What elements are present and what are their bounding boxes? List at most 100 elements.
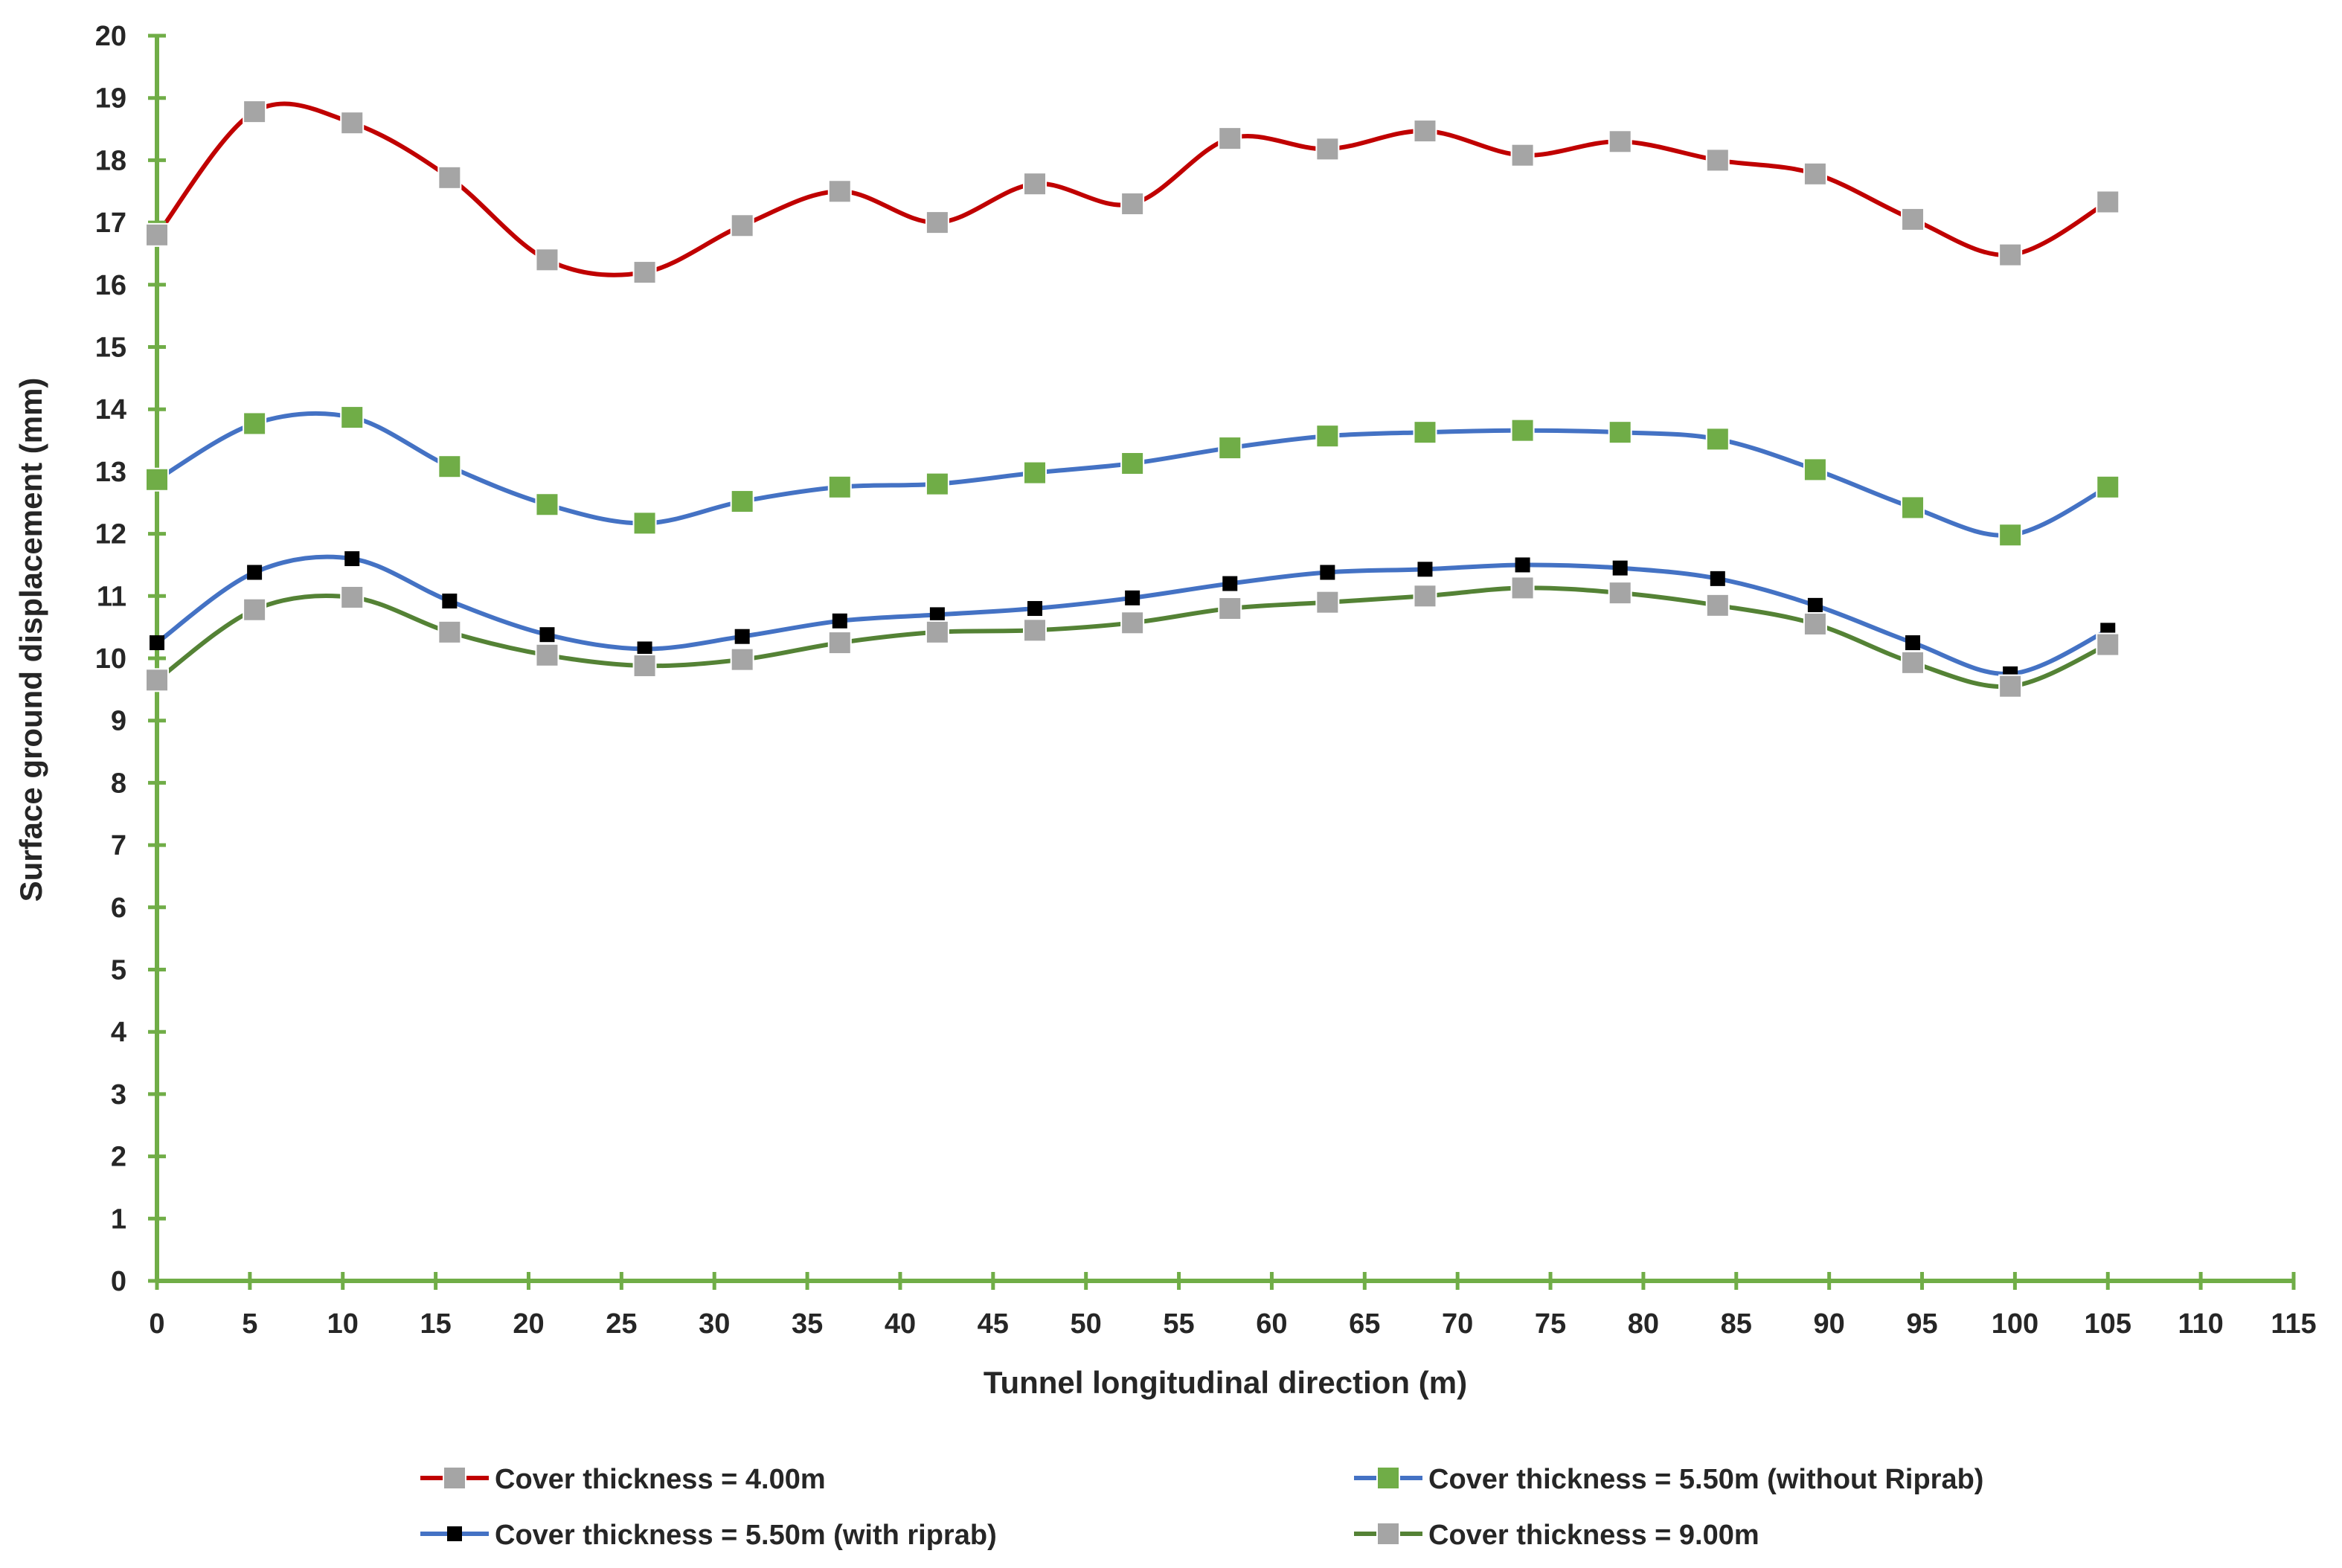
data-point-series-1 [1218,126,1242,151]
data-point-series-3 [1905,635,1921,651]
data-point-series-3 [1515,557,1530,573]
data-point-series-1 [535,248,559,272]
x-tick-label: 115 [2271,1308,2316,1340]
legend-label: Cover thickness = 4.00m [495,1464,826,1495]
data-point-series-3 [1417,562,1433,577]
data-point-series-2 [827,475,852,499]
x-tick-label: 110 [2178,1308,2223,1340]
x-tick-label: 70 [1442,1308,1473,1340]
data-point-series-3 [637,641,652,657]
data-point-series-2 [1901,495,1925,520]
data-point-series-3 [1125,590,1140,605]
data-point-series-4 [730,647,754,672]
y-tick-label: 19 [95,83,126,115]
y-tick-label: 15 [95,332,126,364]
x-tick-label: 25 [606,1308,637,1340]
data-point-series-2 [1803,457,1827,482]
legend-marker-swatch [1376,1522,1400,1546]
data-point-series-4 [925,620,949,644]
data-point-series-4 [1705,593,1730,617]
x-tick-label: 10 [327,1308,359,1340]
x-tick-label: 60 [1256,1308,1287,1340]
y-tick-label: 12 [95,519,126,550]
data-point-series-1 [2096,190,2120,214]
data-point-series-2 [632,511,657,536]
data-point-series-2 [1120,452,1145,476]
y-tick-label: 16 [95,270,126,301]
data-point-series-3 [150,635,164,651]
x-tick-label: 95 [1906,1308,1937,1340]
data-point-series-3 [1807,597,1823,613]
x-tick-label: 100 [1992,1308,2038,1340]
axes [148,33,2296,1290]
legend-item-1: Cover thickness = 4.00m [420,1464,826,1495]
data-point-series-1 [243,100,267,124]
data-point-series-2 [1998,523,2023,547]
data-point-series-2 [2096,475,2120,499]
legend-marker-swatch [443,1466,466,1490]
y-tick-label: 7 [111,830,126,861]
data-point-series-2 [1218,436,1242,460]
data-point-series-3 [1222,576,1238,591]
y-tick-label: 2 [111,1142,126,1173]
data-point-series-4 [1120,611,1145,635]
y-tick-label: 20 [95,21,126,52]
x-tick-label: 85 [1721,1308,1752,1340]
data-point-series-4 [1901,650,1925,675]
data-point-series-4 [340,585,365,609]
x-tick-label: 105 [2085,1308,2131,1340]
data-point-series-2 [1023,460,1048,485]
legend-marker-swatch [447,1526,462,1541]
data-point-series-2 [1315,424,1340,449]
data-point-series-2 [535,492,559,517]
x-tick-label: 20 [513,1308,544,1340]
data-point-series-1 [632,260,657,285]
series-markers [145,100,2120,698]
data-point-series-3 [734,629,750,644]
y-tick-label: 4 [111,1017,126,1048]
x-tick-label: 45 [978,1308,1009,1340]
data-point-series-4 [1608,581,1632,605]
data-point-series-4 [243,597,267,622]
legend-item-3: Cover thickness = 5.50m (with riprab) [420,1520,997,1551]
data-point-series-1 [437,165,462,190]
x-tick-label: 5 [242,1308,257,1340]
x-tick-label: 0 [149,1308,164,1340]
data-point-series-1 [1803,161,1827,186]
x-tick-label: 50 [1071,1308,1102,1340]
y-tick-label: 9 [111,706,126,737]
data-point-series-1 [145,222,169,247]
y-tick-label: 11 [97,581,126,612]
x-tick-label: 35 [792,1308,823,1340]
data-point-series-2 [730,489,754,514]
data-point-series-4 [535,643,559,667]
data-point-series-3 [1320,565,1335,580]
data-point-series-4 [145,668,169,693]
legend-label: Cover thickness = 9.00m [1428,1520,1759,1551]
data-point-series-4 [1413,584,1437,608]
data-point-series-4 [437,620,462,644]
data-point-series-1 [1023,172,1048,196]
data-point-series-1 [1608,129,1632,154]
y-tick-label: 10 [95,643,126,675]
legend-item-4: Cover thickness = 9.00m [1354,1520,1759,1551]
x-axis-title: Tunnel longitudinal direction (m) [984,1365,1467,1400]
data-point-series-2 [1413,420,1437,445]
data-point-series-1 [1413,119,1437,144]
x-tick-label: 90 [1814,1308,1845,1340]
y-tick-label: 3 [111,1079,126,1111]
data-point-series-4 [1315,590,1340,614]
y-tick-label: 1 [111,1204,126,1235]
x-tick-label: 15 [420,1308,451,1340]
y-tick-label: 5 [111,955,126,986]
y-tick-label: 13 [95,457,126,488]
x-tick-label: 65 [1349,1308,1380,1340]
data-point-series-1 [730,213,754,238]
data-point-series-4 [632,654,657,678]
data-point-series-3 [929,607,945,623]
data-point-series-4 [1023,618,1048,643]
data-point-series-1 [1901,207,1925,231]
data-point-series-1 [827,179,852,204]
data-point-series-2 [1510,418,1535,443]
